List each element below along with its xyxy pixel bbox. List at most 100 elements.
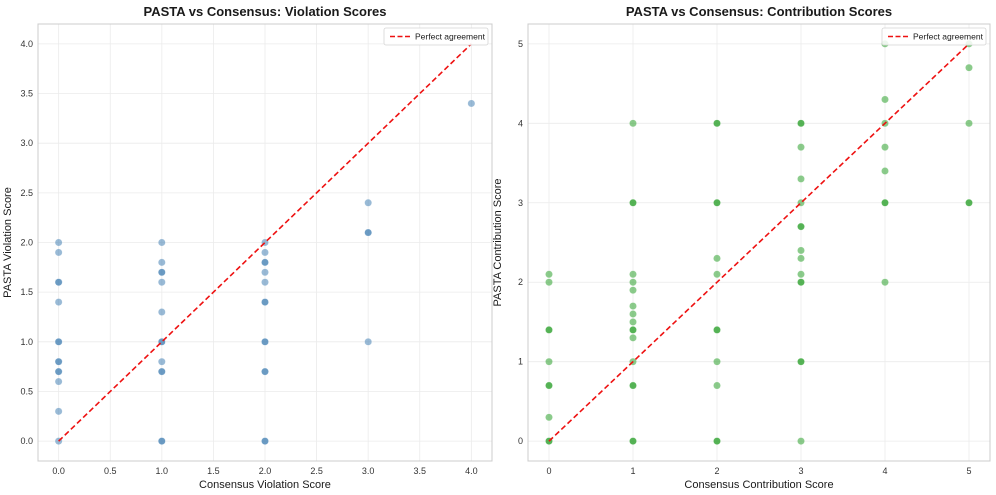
contribution-data-point [545, 270, 553, 279]
contribution-y-tick-label: 1 [518, 357, 523, 367]
contribution-data-point [881, 167, 889, 175]
contribution-data-point [629, 310, 637, 318]
contribution-legend-label: Perfect agreement [913, 32, 984, 42]
contribution-chart-title: PASTA vs Consensus: Contribution Scores [626, 4, 892, 19]
contribution-data-point [881, 95, 889, 104]
violation-x-tick-label: 0.0 [52, 466, 65, 476]
violation-y-tick-label: 0.5 [20, 386, 33, 396]
violation-y-tick-label: 1.0 [20, 337, 33, 347]
violation-y-tick-label: 1.5 [20, 287, 33, 297]
contribution-x-tick-label: 2 [714, 466, 719, 476]
contribution-x-tick-label: 1 [630, 466, 635, 476]
violation-x-tick-label: 2.5 [310, 466, 323, 476]
violation-x-tick-label: 0.5 [104, 466, 117, 476]
violation-chart-title: PASTA vs Consensus: Violation Scores [144, 4, 387, 19]
contribution-data-point [797, 119, 805, 128]
violation-perfect-agreement-line [58, 43, 472, 442]
violation-data-point [54, 338, 63, 346]
contribution-data-point [965, 198, 973, 207]
contribution-data-point [797, 357, 805, 366]
violation-data-point [364, 228, 372, 237]
contribution-y-tick-label: 5 [518, 39, 523, 49]
violation-y-tick-label: 0.0 [20, 436, 33, 446]
violation-data-point [54, 407, 63, 416]
violation-x-axis-label: Consensus Violation Score [199, 479, 331, 491]
contribution-y-axis-label: PASTA Contribution Score [492, 179, 504, 307]
contribution-x-tick-label: 0 [546, 466, 551, 476]
violation-data-point [54, 377, 63, 386]
contribution-x-tick-label: 5 [966, 466, 971, 476]
violation-data-point [54, 357, 63, 366]
violation-chart: 0.0 0.5 1.0 1.5 2.0 2.5 3.0 3.5 4.0 0.0 0.5 1.0 1.5 2… [2, 4, 493, 491]
violation-data-point [54, 278, 63, 287]
contribution-data-point [629, 278, 637, 287]
violation-data-point [158, 268, 166, 277]
contribution-data-point [629, 302, 637, 310]
violation-data-point [261, 367, 269, 376]
contribution-data-point [545, 278, 553, 287]
contribution-legend: Perfect agreement [881, 27, 987, 46]
violation-data-point [364, 198, 372, 207]
contribution-data-point [797, 278, 805, 287]
contribution-data-point [629, 334, 637, 342]
violation-y-tick-label: 2.0 [20, 238, 33, 248]
contribution-data-point [797, 437, 805, 445]
contribution-data-point [797, 143, 805, 151]
contribution-axes-frame [527, 23, 991, 462]
violation-data-point [54, 298, 63, 306]
contribution-data-point [629, 318, 637, 326]
contribution-y-tick-label: 3 [518, 198, 523, 208]
violation-legend-label: Perfect agreement [415, 32, 486, 42]
contribution-data-point [629, 198, 637, 207]
violation-x-tick-label: 3.0 [362, 466, 375, 476]
violation-y-axis-label: PASTA Violation Score [2, 187, 14, 298]
violation-data-point [261, 258, 269, 267]
contribution-data-point [545, 326, 553, 334]
violation-y-tick-label: 4.0 [20, 39, 33, 49]
contribution-data-point [545, 357, 553, 366]
violation-axes-frame [37, 23, 493, 462]
violation-legend: Perfect agreement [383, 27, 489, 46]
violation-y-tick-label: 3.0 [20, 138, 33, 148]
contribution-chart: 0 1 2 3 4 5 0 1 2 3 4 5 PASTA vs Consensus: Contribu… [492, 4, 991, 491]
contribution-data-point [797, 246, 805, 255]
contribution-data-point [881, 278, 889, 287]
contribution-data-point [629, 326, 637, 334]
contribution-legend-box [881, 27, 987, 46]
contribution-data-point [545, 381, 553, 390]
violation-data-point [261, 338, 269, 346]
contribution-perfect-agreement-line [548, 43, 970, 442]
violation-data-point [54, 238, 63, 247]
violation-data-point [261, 248, 269, 257]
violation-data-point [158, 437, 166, 445]
contribution-data-point [797, 270, 805, 279]
contribution-data-point [965, 119, 973, 128]
violation-data-point [158, 278, 166, 287]
violation-data-point [261, 268, 269, 277]
contribution-y-tick-label: 2 [518, 277, 523, 287]
contribution-y-tick-label: 0 [518, 436, 523, 446]
contribution-x-axis-label: Consensus Contribution Score [684, 479, 833, 491]
contribution-data-point [629, 119, 637, 128]
contribution-data-point [713, 270, 721, 279]
contribution-data-point [881, 143, 889, 151]
violation-data-point [261, 437, 269, 445]
violation-data-point [158, 367, 166, 376]
contribution-data-point [713, 326, 721, 334]
violation-y-tick-label: 3.5 [20, 89, 33, 99]
contribution-data-point [797, 175, 805, 183]
contribution-data-point [629, 286, 637, 294]
violation-data-point [261, 298, 269, 306]
violation-data-point [158, 258, 166, 267]
contribution-y-tick-label: 4 [518, 118, 523, 128]
contribution-data-point [713, 198, 721, 207]
violation-data-point [158, 357, 166, 366]
contribution-data-point [713, 437, 721, 445]
violation-x-tick-label: 4.0 [465, 466, 478, 476]
contribution-data-point [965, 63, 973, 72]
contribution-data-point [629, 437, 637, 445]
contribution-data-point [881, 198, 889, 207]
violation-x-tick-label: 1.5 [207, 466, 220, 476]
